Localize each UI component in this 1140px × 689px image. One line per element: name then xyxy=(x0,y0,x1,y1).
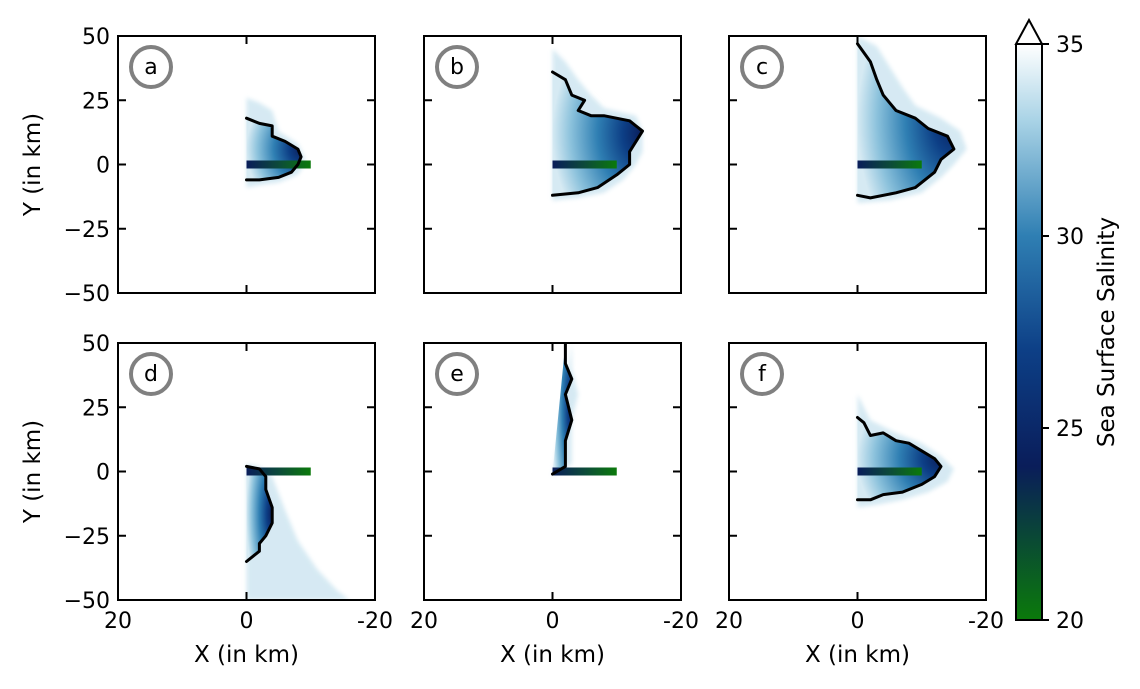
panel-label: b xyxy=(450,55,464,80)
river-channel xyxy=(246,467,311,476)
colorbar-frame xyxy=(1015,44,1043,621)
y-tick-label: 50 xyxy=(82,25,110,50)
y-tick-label: 25 xyxy=(82,396,110,421)
salinity-contour xyxy=(551,70,644,197)
colorbar: 20 25 30 35 Sea Surface Salinity xyxy=(1014,17,1120,634)
y-tick-label: 0 xyxy=(96,461,110,486)
salinity-contour xyxy=(856,416,943,502)
x-tick-label: 0 xyxy=(240,609,254,634)
x-axis-label: X (in km) xyxy=(805,642,910,668)
y-tick-label: 50 xyxy=(82,332,110,357)
salinity-contour xyxy=(245,116,303,182)
x-tick-label: -20 xyxy=(357,609,393,634)
river-channel xyxy=(552,160,617,169)
colorbar-tick-label: 35 xyxy=(1056,33,1084,58)
panel-label: c xyxy=(756,55,768,80)
panel-label-circle xyxy=(435,45,479,89)
x-tick-label: 20 xyxy=(104,609,132,634)
panel-label: d xyxy=(144,362,158,387)
salinity-contour xyxy=(856,42,956,200)
salinity-contour xyxy=(551,343,574,476)
colorbar-tick-label: 20 xyxy=(1056,609,1084,634)
panel-label-circle xyxy=(129,45,173,89)
plume-core xyxy=(552,72,643,196)
x-axis-label: X (in km) xyxy=(500,642,605,668)
river-channel xyxy=(857,160,922,169)
panel-label: e xyxy=(450,362,464,387)
colorbar-tick-label: 30 xyxy=(1056,225,1084,250)
plume-core xyxy=(857,417,941,500)
plume-core xyxy=(552,343,572,475)
colorbar-tick-label: 25 xyxy=(1056,417,1084,442)
y-tick-label: 25 xyxy=(82,89,110,114)
colorbar-label: Sea Surface Salinity xyxy=(1094,217,1120,447)
y-axis-label: Y (in km) xyxy=(20,420,46,524)
y-tick-label: −50 xyxy=(64,589,110,614)
y-tick-label: 0 xyxy=(96,154,110,179)
x-tick-label: 20 xyxy=(410,609,438,634)
x-tick-label: 20 xyxy=(715,609,743,634)
panel-label-circle xyxy=(740,45,784,89)
river-channel xyxy=(246,160,311,169)
panel-label-circle xyxy=(740,352,784,396)
salinity-contour xyxy=(245,464,274,563)
colorbar-extend-arrow xyxy=(1014,17,1044,45)
panel-c: c xyxy=(728,35,987,294)
x-axis-label: X (in km) xyxy=(194,642,299,668)
panel-label-circle xyxy=(435,352,479,396)
plume-core xyxy=(857,43,954,198)
y-tick-label: −25 xyxy=(64,525,110,550)
panel-a: 50 25 0 −25 −50 Y (in km) a xyxy=(20,25,376,307)
colorbar-fill xyxy=(1016,44,1042,620)
y-axis-label: Y (in km) xyxy=(20,113,46,217)
panel-label-circle xyxy=(129,352,173,396)
y-tick-label: −25 xyxy=(64,218,110,243)
x-tick-label: 0 xyxy=(546,609,560,634)
panel-d: 20 0 -20 50 25 0 −25 −50 Y (in km) X (in km) d xyxy=(20,332,393,668)
panel-label: a xyxy=(144,55,157,80)
panel-grid: 50 25 0 −25 −50 Y (in km) a b c 20 0 -20 50 25 0 −25 −50… xyxy=(20,25,1004,668)
x-tick-label: -20 xyxy=(968,609,1004,634)
x-tick-label: -20 xyxy=(663,609,699,634)
plume-halo xyxy=(246,463,350,600)
panel-f: 20 0 -20 X (in km) f xyxy=(715,342,1004,668)
x-tick-label: 0 xyxy=(851,609,865,634)
panel-e: 20 0 -20 X (in km) e xyxy=(410,342,699,668)
y-tick-label: −50 xyxy=(64,282,110,307)
river-channel xyxy=(857,467,922,476)
panel-b: b xyxy=(423,35,682,294)
panel-label: f xyxy=(758,362,767,387)
river-channel xyxy=(552,467,617,476)
